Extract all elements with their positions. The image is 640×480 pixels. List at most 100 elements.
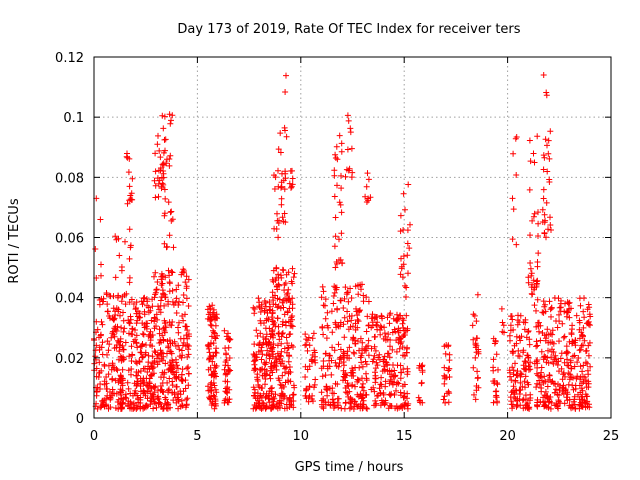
data-point <box>580 324 587 331</box>
data-point <box>152 168 159 175</box>
data-point <box>273 283 280 289</box>
data-point <box>331 172 338 179</box>
data-point <box>182 377 189 384</box>
data-point <box>173 310 180 316</box>
data-point <box>399 405 406 411</box>
data-point <box>210 340 217 347</box>
data-point <box>279 331 285 337</box>
data-point <box>580 373 586 380</box>
data-point <box>145 359 152 366</box>
data-point <box>348 295 355 301</box>
data-point <box>509 195 516 202</box>
data-point <box>208 333 215 340</box>
data-point <box>112 405 119 411</box>
data-point <box>280 267 287 274</box>
data-point <box>97 381 104 387</box>
data-point <box>284 340 291 347</box>
data-point <box>507 322 514 329</box>
data-point <box>534 259 541 265</box>
data-point <box>548 399 555 406</box>
data-point <box>289 280 296 287</box>
data-point <box>371 343 378 350</box>
data-point <box>540 195 547 202</box>
data-point <box>144 369 151 375</box>
data-point <box>400 352 406 359</box>
data-point <box>259 372 266 379</box>
data-point <box>276 336 283 343</box>
data-point <box>166 111 173 118</box>
data-point <box>257 330 264 337</box>
data-point <box>145 383 152 390</box>
data-point <box>282 365 288 372</box>
data-point <box>572 337 579 344</box>
data-point <box>524 400 531 407</box>
data-point <box>156 326 163 333</box>
data-point <box>179 402 186 409</box>
data-point <box>357 354 364 361</box>
data-point <box>212 400 219 407</box>
data-point <box>547 128 554 135</box>
data-point <box>115 235 122 242</box>
data-point <box>122 391 129 398</box>
data-point <box>318 389 325 396</box>
data-point <box>510 401 516 408</box>
data-point <box>400 261 407 268</box>
data-point <box>580 362 587 369</box>
data-point <box>579 393 586 400</box>
data-point <box>178 371 185 378</box>
data-point <box>510 367 517 374</box>
data-point <box>372 333 379 340</box>
data-point <box>569 338 576 345</box>
y-tick-label: 0.04 <box>55 292 84 307</box>
data-point <box>352 340 359 347</box>
data-point <box>386 380 393 387</box>
data-point <box>166 386 172 393</box>
data-point <box>533 358 540 365</box>
data-point <box>335 341 342 348</box>
data-point <box>290 274 297 281</box>
data-point <box>475 374 481 381</box>
data-point <box>549 327 556 334</box>
data-point <box>389 346 396 353</box>
data-point <box>498 305 505 312</box>
data-point <box>328 371 335 378</box>
data-point <box>151 348 158 355</box>
data-point <box>157 297 164 304</box>
data-point <box>327 402 334 409</box>
data-point <box>169 359 176 365</box>
data-point <box>283 291 290 298</box>
data-point <box>258 395 265 401</box>
data-point <box>567 359 574 366</box>
data-point <box>518 371 525 378</box>
data-point <box>536 328 542 335</box>
data-point <box>522 384 528 391</box>
data-point <box>112 233 119 240</box>
data-point <box>472 396 479 403</box>
data-point <box>278 195 285 202</box>
data-point <box>445 367 452 374</box>
data-point <box>349 369 355 376</box>
data-point <box>333 259 340 265</box>
data-point <box>226 335 232 342</box>
data-point <box>135 308 141 315</box>
data-point <box>211 362 218 369</box>
data-point <box>137 349 144 356</box>
data-point <box>138 349 145 356</box>
data-point <box>270 321 277 328</box>
data-point <box>115 292 122 299</box>
data-point <box>280 304 287 311</box>
data-point <box>373 314 380 320</box>
data-point <box>222 370 229 377</box>
data-point <box>363 328 370 335</box>
data-point <box>269 369 276 376</box>
data-point <box>168 268 175 275</box>
data-point <box>173 375 180 382</box>
data-point <box>327 352 333 359</box>
data-point <box>580 308 587 315</box>
data-point <box>381 353 388 360</box>
data-point <box>583 377 589 384</box>
data-point <box>509 236 516 243</box>
data-point <box>161 328 168 334</box>
data-point <box>185 364 192 371</box>
data-point <box>274 405 281 412</box>
